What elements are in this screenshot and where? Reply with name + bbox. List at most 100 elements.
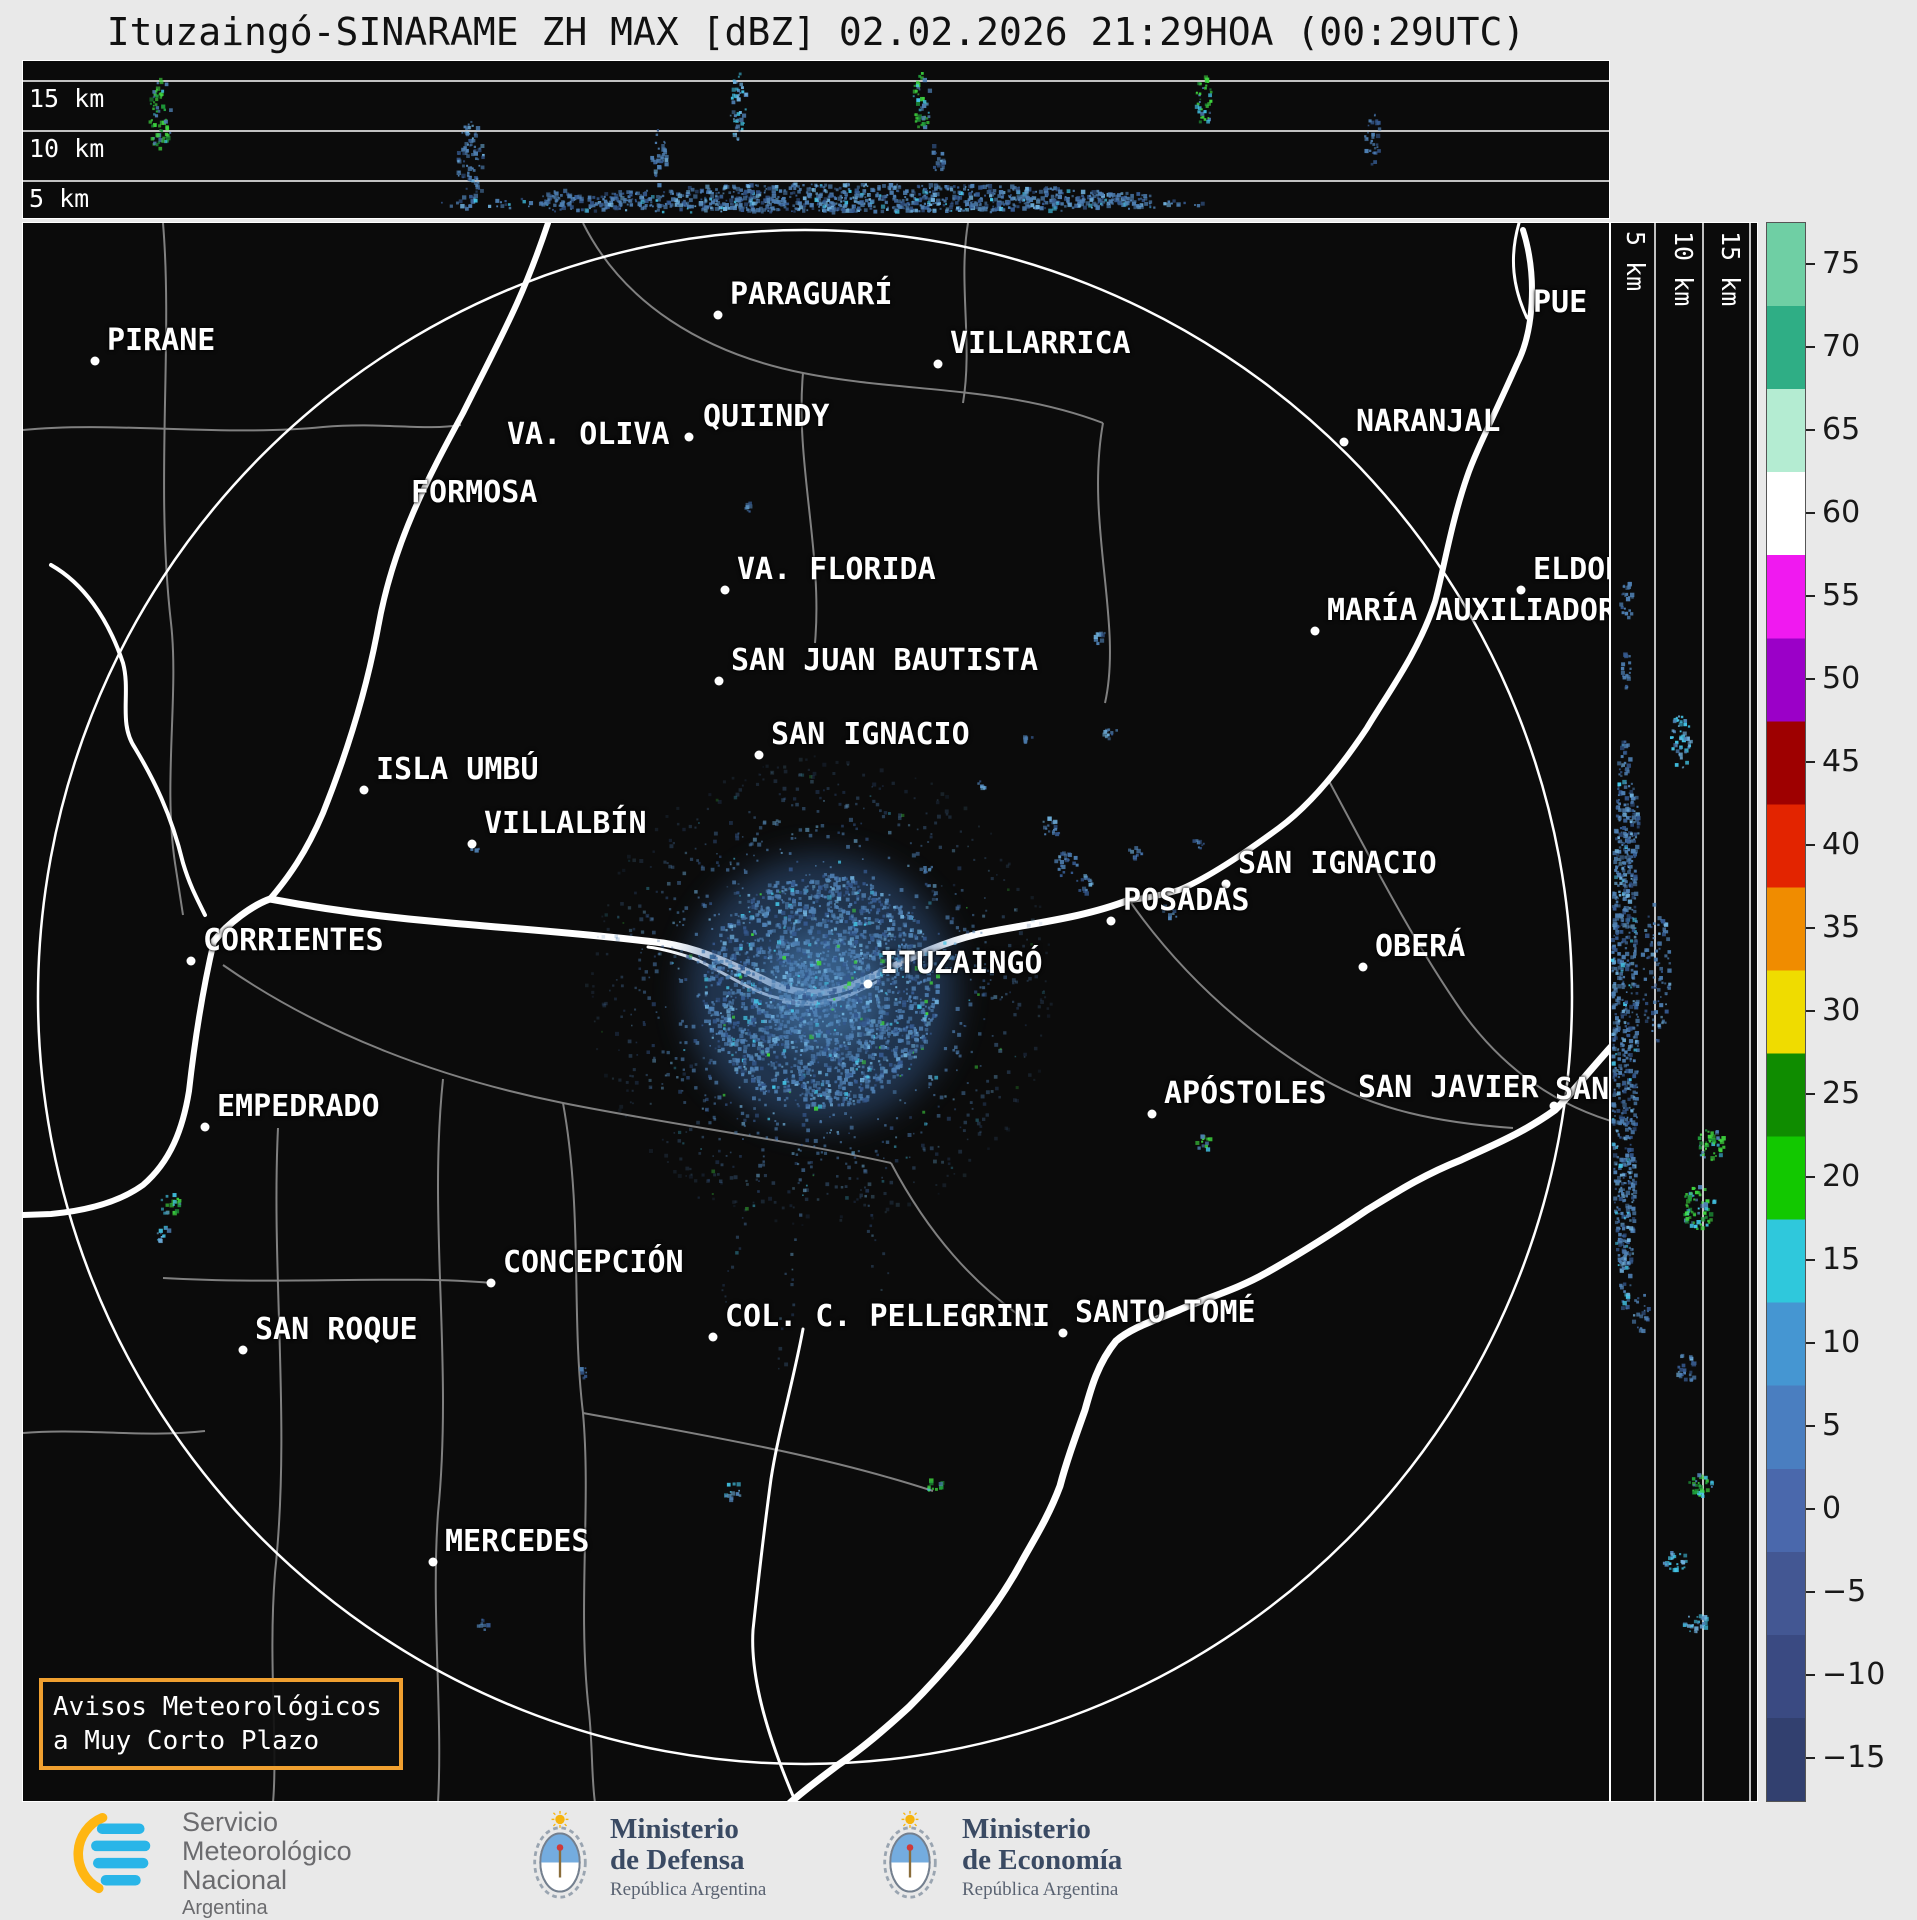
city-label: VA. OLIVA xyxy=(507,417,670,452)
argentina-crest-icon xyxy=(530,1808,590,1902)
colorbar-tick xyxy=(1806,844,1815,846)
echo-cluster xyxy=(1611,740,1640,1310)
smn-line-1: Servicio xyxy=(182,1808,352,1837)
echo-cluster xyxy=(1195,75,1213,123)
echo-cluster xyxy=(1698,1129,1726,1161)
city-label: QUIINDY xyxy=(703,399,829,434)
product-title: Ituzaingó-SINARAME ZH MAX [dBZ] 02.02.20… xyxy=(0,10,1632,54)
echo-cluster xyxy=(1054,192,1170,210)
city-marker xyxy=(715,677,724,686)
economia-line-1: Ministerio xyxy=(962,1814,1122,1845)
city-marker xyxy=(934,360,943,369)
city-marker xyxy=(721,586,730,595)
colorbar-tick-label: 30 xyxy=(1822,993,1860,1029)
city-marker xyxy=(360,786,369,795)
defensa-text: Ministerio de Defensa República Argentin… xyxy=(610,1814,766,1901)
colorbar-tick xyxy=(1806,429,1815,431)
right-profile-canvas xyxy=(1611,223,1757,1801)
colorbar-tick xyxy=(1806,1425,1815,1427)
smn-logo xyxy=(66,1812,162,1896)
colorbar-tick xyxy=(1806,1176,1815,1178)
colorbar-tick-label: 70 xyxy=(1822,329,1860,365)
echo-cluster xyxy=(1632,1294,1651,1333)
colorbar-tick xyxy=(1806,1674,1815,1676)
echo-cluster xyxy=(1663,1551,1688,1572)
colorbar-tick-label: 55 xyxy=(1822,578,1860,614)
city-label: MERCEDES xyxy=(445,1524,590,1559)
colorbar-tick-label: 40 xyxy=(1822,827,1860,863)
echo-cluster xyxy=(1670,715,1693,768)
city-label: SAN ROQUE xyxy=(255,1312,418,1347)
colorbar-tick xyxy=(1806,1342,1815,1344)
city-label: ITUZAINGÓ xyxy=(880,946,1043,981)
city-label: NARANJAL xyxy=(1356,404,1501,439)
colorbar-tick-label: 75 xyxy=(1822,246,1860,282)
colorbar-tick xyxy=(1806,1508,1815,1510)
city-label: EMPEDRADO xyxy=(217,1089,380,1124)
colorbar-tick xyxy=(1806,1259,1815,1261)
colorbar-tick xyxy=(1806,927,1815,929)
city-marker xyxy=(1359,963,1368,972)
city-marker xyxy=(239,1346,248,1355)
altitude-label: 5 km xyxy=(29,184,89,213)
altitude-label: 5 km xyxy=(1621,231,1650,291)
colorbar-tick xyxy=(1806,1010,1815,1012)
city-marker xyxy=(201,1123,210,1132)
city-marker xyxy=(1517,586,1526,595)
colorbar-tick xyxy=(1806,512,1815,514)
echo-cluster xyxy=(1364,114,1381,166)
city-label: VA. FLORIDA xyxy=(737,552,936,587)
city-marker xyxy=(187,957,196,966)
city-label: PUE xyxy=(1533,285,1587,320)
economia-subtitle: República Argentina xyxy=(962,1879,1122,1901)
colorbar-tick-label: 50 xyxy=(1822,661,1860,697)
defensa-subtitle: República Argentina xyxy=(610,1879,766,1901)
colorbar-tick-label: 60 xyxy=(1822,495,1860,531)
colorbar-tick xyxy=(1806,1093,1815,1095)
echo-cluster xyxy=(149,78,173,151)
echo-cluster xyxy=(1676,1354,1696,1382)
colorbar-tick xyxy=(1806,761,1815,763)
echo-cluster xyxy=(1621,652,1632,689)
echo-cluster xyxy=(1641,903,1672,1043)
echo-cluster xyxy=(650,129,668,187)
city-label: SAN IGNACIO xyxy=(1238,846,1437,881)
smn-line-3: Nacional xyxy=(182,1866,352,1895)
colorbar-tick-label: −10 xyxy=(1822,1657,1885,1693)
colorbar-tick xyxy=(1806,678,1815,680)
city-label: VILLALBÍN xyxy=(484,806,647,841)
reflectivity-colorbar xyxy=(1766,222,1806,1802)
colorbar-tick-label: −15 xyxy=(1822,1740,1885,1776)
colorbar-tick xyxy=(1806,346,1815,348)
colorbar-tick-label: 45 xyxy=(1822,744,1860,780)
colorbar-tick-label: 10 xyxy=(1822,1325,1860,1361)
city-label: COL. C. PELLEGRINI xyxy=(725,1299,1050,1334)
colorbar-tick-label: 20 xyxy=(1822,1159,1860,1195)
city-label: SANTO TOMÉ xyxy=(1075,1295,1256,1330)
city-marker xyxy=(1107,917,1116,926)
city-label: MARÍA AUXILIADORA xyxy=(1327,593,1610,628)
echo-cluster xyxy=(1619,582,1634,619)
city-marker xyxy=(1059,1329,1068,1338)
city-label: POSADAS xyxy=(1123,883,1249,918)
altitude-label: 10 km xyxy=(29,134,104,163)
city-marker xyxy=(709,1333,718,1342)
argentina-crest-icon xyxy=(880,1808,940,1902)
colorbar-tick xyxy=(1806,595,1815,597)
colorbar-tick-label: 15 xyxy=(1822,1242,1860,1278)
colorbar-tick-label: 65 xyxy=(1822,412,1860,448)
echo-cluster xyxy=(1683,1614,1709,1633)
economia-text: Ministerio de Economía República Argenti… xyxy=(962,1814,1122,1901)
defensa-line-1: Ministerio xyxy=(610,1814,766,1845)
colorbar-tick xyxy=(1806,1591,1815,1593)
city-label: SAN JAVIER xyxy=(1358,1070,1539,1105)
city-marker xyxy=(487,1279,496,1288)
colorbar-tick-label: 25 xyxy=(1822,1076,1860,1112)
city-label: PARAGUARÍ xyxy=(730,277,893,312)
warning-line-2: a Muy Corto Plazo xyxy=(53,1724,389,1758)
city-label: PIRANE xyxy=(107,323,215,358)
echo-cluster xyxy=(932,144,946,171)
colorbar-tick xyxy=(1806,263,1815,265)
